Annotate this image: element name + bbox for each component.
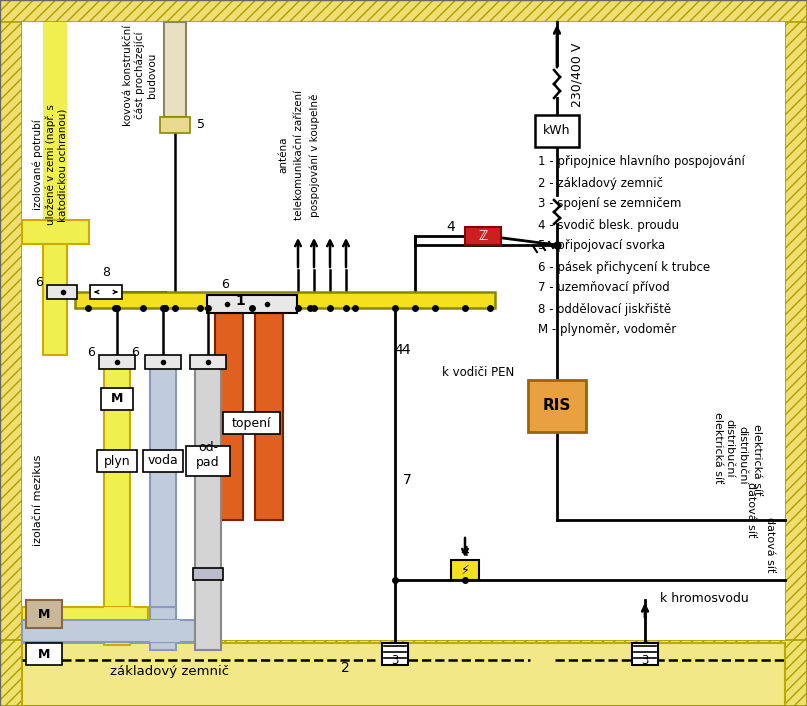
Text: 3: 3 xyxy=(642,654,649,666)
Text: 6: 6 xyxy=(221,278,229,292)
Bar xyxy=(535,115,579,147)
Bar xyxy=(193,568,223,580)
Text: 6: 6 xyxy=(87,345,95,359)
Text: M: M xyxy=(38,647,50,661)
Text: kovová konstrukční
část procházející
budovou: kovová konstrukční část procházející bud… xyxy=(123,25,157,126)
Bar xyxy=(0,0,22,706)
Text: M: M xyxy=(111,393,123,405)
Bar xyxy=(143,450,183,472)
Bar xyxy=(43,220,67,355)
Text: 1 - připojnice hlavního pospojování: 1 - připojnice hlavního pospojování xyxy=(538,155,745,169)
Bar xyxy=(207,295,297,313)
Text: od-
pad: od- pad xyxy=(196,441,220,469)
Text: M - plynoměr, vodoměr: M - plynoměr, vodoměr xyxy=(538,323,676,337)
Bar xyxy=(190,355,226,369)
Text: 5 - připojovací svorka: 5 - připojovací svorka xyxy=(538,239,665,253)
Bar xyxy=(465,227,501,245)
Bar xyxy=(223,412,280,434)
Text: k vodiči PEN: k vodiči PEN xyxy=(442,366,514,380)
Bar xyxy=(160,117,190,133)
Bar xyxy=(75,292,495,308)
Bar xyxy=(90,285,122,299)
Text: 8 - oddělovací jiskřiště: 8 - oddělovací jiskřiště xyxy=(538,302,671,316)
Text: distribuční: distribuční xyxy=(737,426,747,484)
Text: telekomunikační zařízení: telekomunikační zařízení xyxy=(294,90,304,220)
Text: anténa: anténa xyxy=(278,137,288,173)
Bar xyxy=(186,446,230,476)
Bar xyxy=(26,600,62,628)
Bar xyxy=(150,365,176,650)
Bar xyxy=(47,285,77,299)
Bar xyxy=(26,643,62,665)
Text: 2: 2 xyxy=(341,661,349,675)
Bar xyxy=(164,22,186,117)
Text: 7 - uzemňovací přívod: 7 - uzemňovací přívod xyxy=(538,282,670,294)
Bar xyxy=(150,620,180,642)
Bar xyxy=(215,310,243,520)
Bar xyxy=(22,220,89,244)
Bar xyxy=(528,380,586,432)
Bar xyxy=(43,22,67,242)
Text: k hromosvodu: k hromosvodu xyxy=(660,592,749,604)
Text: elektrická síť: elektrická síť xyxy=(752,424,762,496)
Bar xyxy=(101,388,133,410)
Text: voda: voda xyxy=(148,455,178,467)
Text: plyn: plyn xyxy=(103,455,130,467)
Text: 6: 6 xyxy=(36,275,43,289)
Bar xyxy=(104,607,134,633)
Bar xyxy=(451,560,479,580)
Bar xyxy=(22,607,148,633)
Bar xyxy=(97,450,137,472)
Bar xyxy=(785,0,807,706)
Text: ⚡: ⚡ xyxy=(461,563,470,577)
Text: 4 - svodič blesk. proudu: 4 - svodič blesk. proudu xyxy=(538,218,679,232)
Bar xyxy=(145,355,181,369)
Text: izolační mezikus: izolační mezikus xyxy=(33,455,43,546)
Text: pospojování v koupelně: pospojování v koupelně xyxy=(310,93,320,217)
Text: datová síť: datová síť xyxy=(765,517,775,573)
Text: 4: 4 xyxy=(446,220,455,234)
Text: izolované potrubí
uložené v zemi (např. s
katodickou ochranou): izolované potrubí uložené v zemi (např. … xyxy=(33,104,67,225)
Bar xyxy=(22,643,785,706)
Bar xyxy=(255,310,283,520)
Text: 7: 7 xyxy=(403,473,412,487)
Text: 8: 8 xyxy=(102,266,110,280)
Text: 1: 1 xyxy=(235,294,245,308)
Text: kWh: kWh xyxy=(543,124,571,138)
Text: datová síť: datová síť xyxy=(746,482,756,538)
Text: 230/400 V: 230/400 V xyxy=(570,43,583,107)
Text: RIS: RIS xyxy=(543,398,571,414)
Text: základový zemnič: základový zemnič xyxy=(110,666,229,678)
Bar xyxy=(0,0,807,22)
Text: 3: 3 xyxy=(391,654,399,666)
Text: topení: topení xyxy=(232,417,271,429)
Text: 4: 4 xyxy=(401,343,410,357)
Text: 2 - základový zemnič: 2 - základový zemnič xyxy=(538,176,663,189)
Bar xyxy=(99,355,135,369)
Bar xyxy=(150,607,176,642)
Text: 5: 5 xyxy=(197,119,205,131)
Bar xyxy=(104,365,130,645)
Bar xyxy=(0,640,807,706)
Text: distribuční
elektrická síť: distribuční elektrická síť xyxy=(713,412,735,484)
Bar xyxy=(22,620,198,642)
Text: 6 - pásek přichycení k trubce: 6 - pásek přichycení k trubce xyxy=(538,261,710,273)
Bar xyxy=(632,643,658,665)
Bar xyxy=(22,22,785,640)
Text: 4: 4 xyxy=(461,545,470,559)
Text: 3 - spojení se zemničem: 3 - spojení se zemničem xyxy=(538,198,681,210)
Text: 6: 6 xyxy=(131,345,139,359)
Bar xyxy=(195,365,221,650)
Text: M: M xyxy=(38,607,50,621)
Bar xyxy=(382,643,408,665)
Text: ℤ: ℤ xyxy=(479,229,487,242)
Text: 4: 4 xyxy=(395,343,403,357)
